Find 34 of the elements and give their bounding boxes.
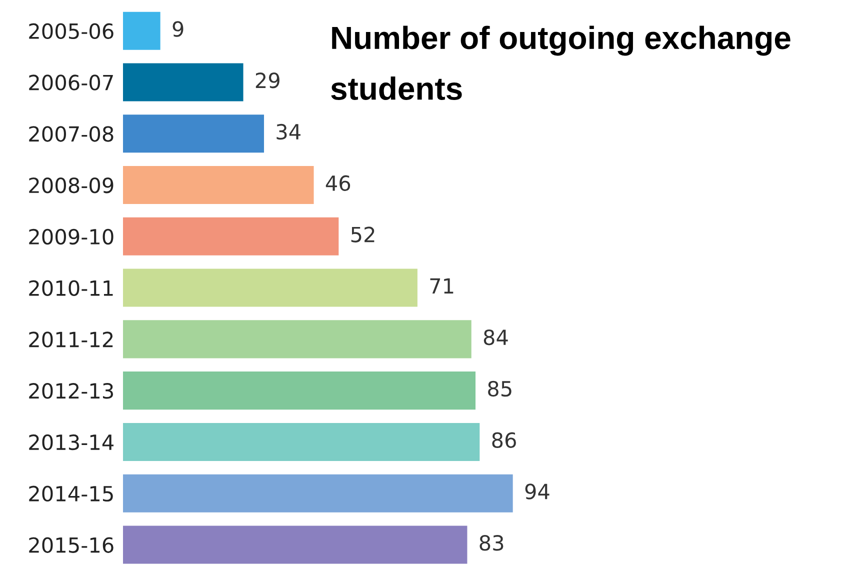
bar bbox=[123, 12, 160, 50]
data-label: 46 bbox=[326, 175, 350, 192]
bar bbox=[123, 114, 264, 153]
data-label: 52 bbox=[351, 226, 374, 242]
bar bbox=[123, 268, 418, 307]
y-tick-label: 2014-15 bbox=[29, 486, 113, 502]
y-tick-label: 2010-11 bbox=[29, 280, 113, 296]
bar bbox=[123, 526, 468, 564]
y-tick-label: 2011-12 bbox=[29, 332, 113, 348]
data-label: 85 bbox=[488, 380, 512, 397]
bar bbox=[123, 63, 244, 102]
data-label: 94 bbox=[525, 484, 550, 500]
data-label: 83 bbox=[480, 535, 504, 551]
bar bbox=[123, 166, 314, 204]
bar bbox=[123, 320, 472, 358]
y-tick-label: 2015-16 bbox=[29, 537, 114, 553]
y-tick-label: 2012-13 bbox=[29, 383, 113, 399]
data-label: 86 bbox=[492, 432, 516, 448]
y-tick-label: 2013-14 bbox=[29, 434, 114, 450]
data-label: 29 bbox=[256, 72, 280, 88]
y-tick-label: 2006-07 bbox=[29, 74, 113, 90]
y-tick-label: 2008-09 bbox=[29, 177, 114, 194]
bar bbox=[123, 422, 480, 461]
data-label: 9 bbox=[172, 21, 184, 37]
data-label: 84 bbox=[484, 329, 508, 346]
bar bbox=[123, 372, 476, 410]
bar bbox=[123, 217, 339, 256]
data-label: 71 bbox=[430, 278, 454, 294]
y-tick-label: 2009-10 bbox=[29, 228, 114, 245]
text: Number of outgoing exchange students bbox=[331, 26, 790, 100]
data-label: 34 bbox=[276, 124, 300, 140]
y-tick-label: 2005-06 bbox=[29, 23, 114, 40]
bar bbox=[123, 474, 513, 512]
y-tick-label: 2007-08 bbox=[29, 126, 114, 142]
